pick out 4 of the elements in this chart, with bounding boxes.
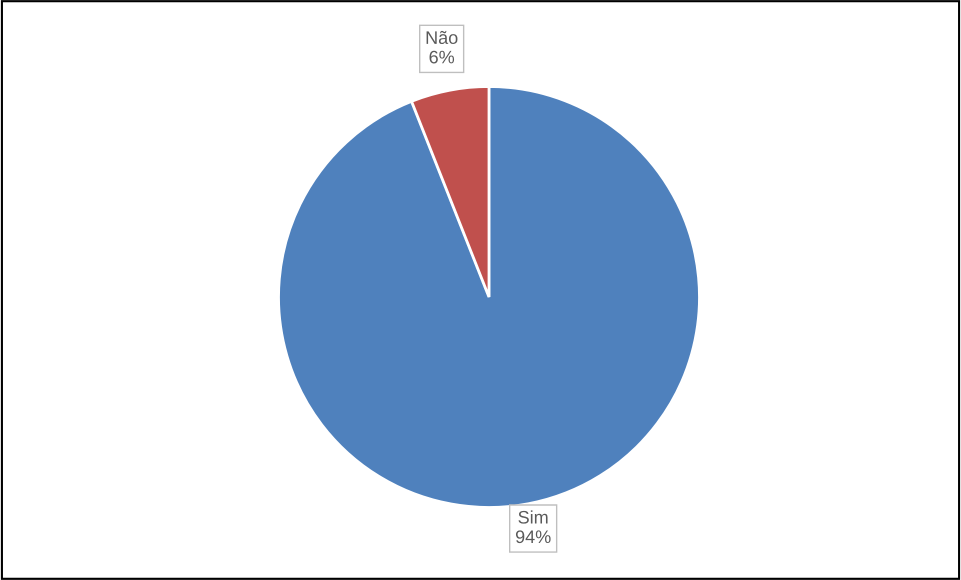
data-label: 6% (430, 50, 454, 64)
slice-label: Sim (518, 510, 548, 524)
data-label: 94% (516, 530, 551, 544)
slice-label: Não (426, 30, 458, 44)
